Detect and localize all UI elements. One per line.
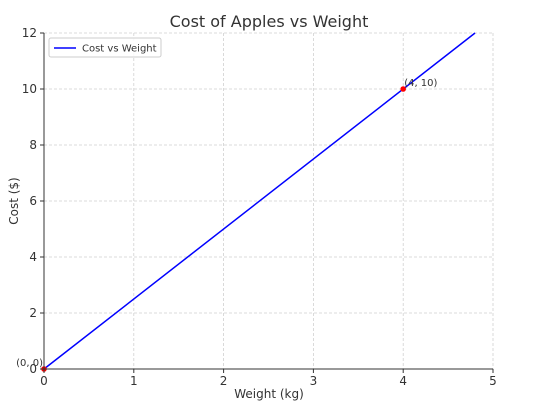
- x-tick-label: 5: [489, 374, 497, 388]
- y-tick-label: 2: [29, 306, 37, 320]
- legend: Cost vs Weight: [48, 37, 162, 58]
- point-annotation: (4, 10): [404, 78, 437, 89]
- x-axis-label: Weight (kg): [234, 387, 304, 401]
- x-tick-label: 3: [310, 374, 318, 388]
- legend-label: Cost vs Weight: [82, 44, 157, 55]
- axes: [40, 32, 494, 373]
- y-tick-label: 0: [29, 362, 37, 376]
- y-tick-label: 12: [22, 26, 37, 40]
- y-tick-label: 10: [22, 82, 37, 96]
- point-annotation: (0, 0): [16, 358, 43, 369]
- point-annotations: (0, 0) (4, 10): [16, 78, 437, 369]
- x-tick-label: 1: [130, 374, 138, 388]
- x-tick-label: 0: [40, 374, 48, 388]
- y-tick-label: 8: [29, 138, 37, 152]
- y-tick-label: 4: [29, 250, 37, 264]
- point-marker: [400, 86, 407, 92]
- chart-title: Cost of Apples vs Weight: [170, 12, 369, 31]
- x-tick-label: 2: [220, 374, 228, 388]
- x-tick-label: 4: [399, 374, 407, 388]
- legend-box: [48, 37, 162, 58]
- y-tick-label: 6: [29, 194, 37, 208]
- y-axis-label: Cost ($): [7, 177, 21, 225]
